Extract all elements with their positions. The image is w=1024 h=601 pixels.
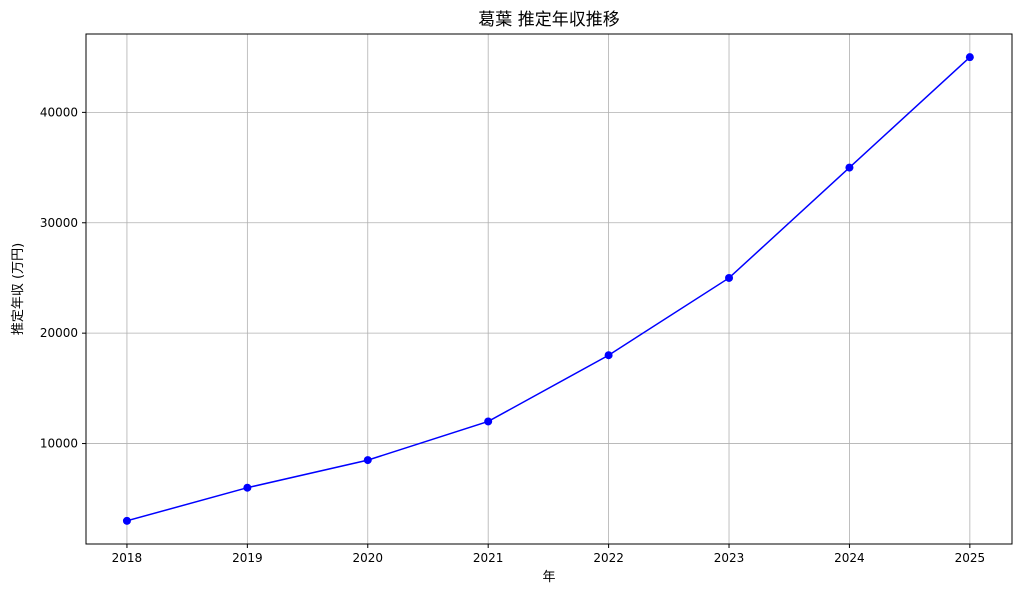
data-point xyxy=(484,417,493,426)
data-point xyxy=(845,163,854,172)
x-tick-label: 2021 xyxy=(473,551,504,565)
plot-frame xyxy=(85,33,1013,545)
x-tick-label: 2018 xyxy=(112,551,143,565)
data-point xyxy=(725,273,734,282)
x-tick-label: 2022 xyxy=(593,551,624,565)
data-point xyxy=(604,351,613,360)
data-point xyxy=(122,516,131,525)
x-tick-label: 2020 xyxy=(353,551,384,565)
series xyxy=(122,53,974,525)
chart-title: 葛葉 推定年収推移 xyxy=(478,10,619,30)
data-point xyxy=(243,483,252,492)
y-axis-label: 推定年収 (万円) xyxy=(11,243,26,335)
y-tick-label: 40000 xyxy=(40,105,78,119)
series-line xyxy=(126,56,971,522)
x-tick-label: 2023 xyxy=(714,551,745,565)
x-tick-label: 2019 xyxy=(232,551,263,565)
grid xyxy=(86,34,1012,544)
ticks: 2018 2019 2020 2021 2022 2023 2024 2025 10000 200… xyxy=(40,105,985,565)
data-point xyxy=(965,53,974,62)
x-tick-label: 2025 xyxy=(955,551,986,565)
x-tick-label: 2024 xyxy=(834,551,865,565)
y-tick-label: 30000 xyxy=(40,216,78,230)
y-tick-label: 20000 xyxy=(40,326,78,340)
x-axis-label: 年 xyxy=(542,570,555,585)
data-point xyxy=(363,456,372,465)
y-tick-label: 10000 xyxy=(40,437,78,451)
